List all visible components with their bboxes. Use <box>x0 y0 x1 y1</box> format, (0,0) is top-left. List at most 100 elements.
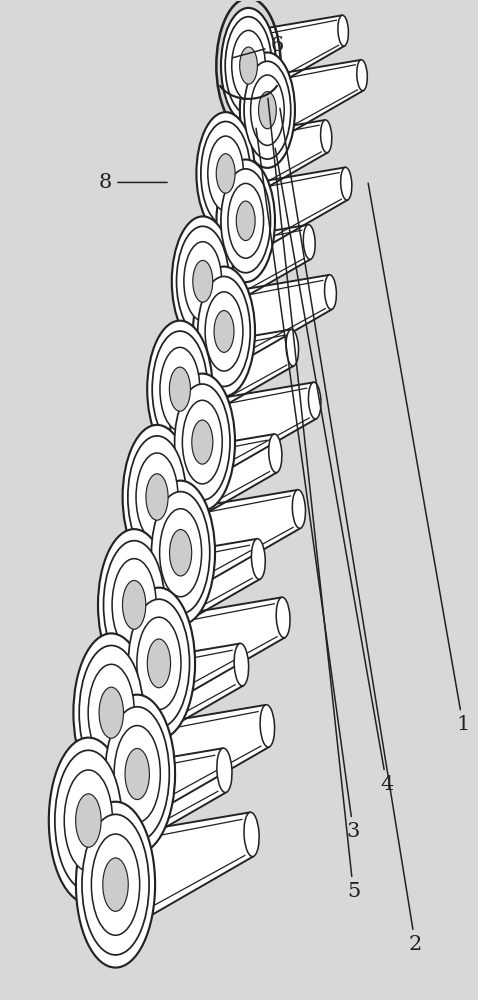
Ellipse shape <box>193 267 255 396</box>
Text: 2: 2 <box>280 108 422 954</box>
Ellipse shape <box>259 92 276 129</box>
Ellipse shape <box>76 802 155 968</box>
Ellipse shape <box>136 453 178 541</box>
Ellipse shape <box>357 60 367 91</box>
Ellipse shape <box>240 52 295 168</box>
Ellipse shape <box>152 492 210 614</box>
Polygon shape <box>199 382 316 482</box>
Ellipse shape <box>169 367 190 411</box>
Polygon shape <box>86 761 140 833</box>
Polygon shape <box>133 705 269 821</box>
Text: 6: 6 <box>232 36 284 58</box>
Ellipse shape <box>196 112 255 235</box>
Ellipse shape <box>64 770 112 871</box>
Ellipse shape <box>99 695 175 853</box>
Ellipse shape <box>221 169 271 273</box>
Ellipse shape <box>183 400 222 484</box>
Polygon shape <box>264 60 363 144</box>
Polygon shape <box>246 15 345 100</box>
Ellipse shape <box>341 167 352 200</box>
Ellipse shape <box>217 748 232 792</box>
Ellipse shape <box>205 292 243 371</box>
Ellipse shape <box>55 750 122 891</box>
Polygon shape <box>176 329 294 430</box>
Polygon shape <box>177 490 301 595</box>
Ellipse shape <box>147 639 171 688</box>
Ellipse shape <box>172 216 234 346</box>
Ellipse shape <box>112 559 156 651</box>
Ellipse shape <box>146 481 215 625</box>
Polygon shape <box>154 431 205 508</box>
Ellipse shape <box>276 597 290 638</box>
Text: 1: 1 <box>368 183 470 734</box>
Ellipse shape <box>216 154 235 193</box>
Ellipse shape <box>114 726 160 822</box>
Ellipse shape <box>122 425 192 569</box>
Ellipse shape <box>128 436 186 558</box>
Polygon shape <box>109 651 162 725</box>
Ellipse shape <box>269 434 282 473</box>
Ellipse shape <box>99 687 123 738</box>
Ellipse shape <box>304 225 315 259</box>
Polygon shape <box>199 225 311 320</box>
Polygon shape <box>155 597 285 708</box>
Polygon shape <box>243 167 348 257</box>
Ellipse shape <box>123 588 195 739</box>
Polygon shape <box>153 434 277 539</box>
Ellipse shape <box>217 160 275 282</box>
Ellipse shape <box>286 329 299 366</box>
Ellipse shape <box>82 814 149 955</box>
Polygon shape <box>108 644 243 759</box>
Ellipse shape <box>236 201 255 241</box>
Ellipse shape <box>201 122 250 225</box>
Ellipse shape <box>176 226 229 336</box>
Polygon shape <box>223 120 327 210</box>
Ellipse shape <box>146 474 168 520</box>
Ellipse shape <box>239 47 257 84</box>
Ellipse shape <box>147 321 213 458</box>
Ellipse shape <box>308 382 321 419</box>
Ellipse shape <box>174 384 230 500</box>
Ellipse shape <box>79 645 143 780</box>
Ellipse shape <box>137 617 181 710</box>
Ellipse shape <box>244 61 291 159</box>
Text: 5: 5 <box>268 98 360 901</box>
Ellipse shape <box>160 347 200 431</box>
Text: 8: 8 <box>99 173 167 192</box>
Ellipse shape <box>228 183 263 258</box>
Ellipse shape <box>198 276 250 386</box>
Ellipse shape <box>214 311 234 352</box>
Text: 3: 3 <box>256 128 360 841</box>
Ellipse shape <box>76 794 101 847</box>
Ellipse shape <box>128 599 190 728</box>
Ellipse shape <box>251 539 265 579</box>
Ellipse shape <box>208 136 243 211</box>
Ellipse shape <box>170 530 192 576</box>
Ellipse shape <box>125 748 150 800</box>
Ellipse shape <box>160 509 202 597</box>
Ellipse shape <box>103 858 128 911</box>
Ellipse shape <box>250 75 284 145</box>
Ellipse shape <box>152 331 207 447</box>
Ellipse shape <box>192 420 213 464</box>
Ellipse shape <box>122 580 146 629</box>
Ellipse shape <box>104 541 165 669</box>
Ellipse shape <box>193 260 213 302</box>
Polygon shape <box>177 322 227 399</box>
Ellipse shape <box>260 705 274 747</box>
Ellipse shape <box>221 8 276 123</box>
Polygon shape <box>84 748 226 869</box>
Polygon shape <box>223 102 271 182</box>
Ellipse shape <box>184 242 222 321</box>
Ellipse shape <box>234 643 249 686</box>
Ellipse shape <box>244 812 259 857</box>
Ellipse shape <box>321 120 332 153</box>
Polygon shape <box>131 541 184 616</box>
Polygon shape <box>111 812 253 933</box>
Ellipse shape <box>91 834 140 935</box>
Ellipse shape <box>232 30 265 101</box>
Ellipse shape <box>105 707 169 841</box>
Ellipse shape <box>338 15 348 46</box>
Ellipse shape <box>74 633 149 792</box>
Ellipse shape <box>225 17 272 114</box>
